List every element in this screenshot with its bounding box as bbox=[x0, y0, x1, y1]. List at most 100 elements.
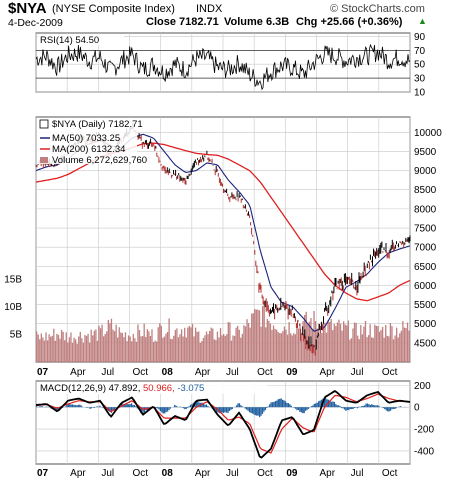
volume-bar bbox=[324, 322, 326, 362]
volume-bar bbox=[332, 330, 334, 362]
macd-histogram-bar bbox=[155, 407, 157, 409]
volume-bar bbox=[314, 321, 317, 362]
price-tick-label: 8500 bbox=[414, 185, 437, 196]
volume-bar bbox=[400, 330, 402, 362]
macd-histogram-bar bbox=[384, 407, 386, 410]
macd-histogram-bar bbox=[73, 405, 75, 408]
macd-histogram-bar bbox=[41, 406, 44, 408]
macd-histogram-bar bbox=[125, 403, 127, 408]
x-tick-label-price: Apr bbox=[70, 367, 86, 378]
volume-bar bbox=[357, 335, 359, 362]
macd-histogram-bar bbox=[191, 403, 193, 408]
volume-bar bbox=[176, 328, 178, 362]
volume-bar bbox=[279, 333, 281, 362]
volume-bar bbox=[403, 327, 406, 362]
macd-histogram-bar bbox=[89, 407, 91, 409]
volume-bar bbox=[187, 327, 189, 362]
macd-histogram-bar bbox=[64, 406, 67, 408]
macd-histogram-bar bbox=[188, 406, 190, 408]
volume-bar bbox=[109, 323, 111, 362]
x-tick-label-macd: Apr bbox=[70, 468, 86, 479]
volume-bar bbox=[402, 321, 404, 362]
volume-bar bbox=[235, 327, 237, 362]
macd-histogram-bar bbox=[237, 403, 239, 408]
volume-bar bbox=[230, 340, 233, 362]
x-tick-label-macd: 08 bbox=[162, 468, 174, 479]
rsi-label-bg bbox=[38, 34, 124, 45]
volume-bar bbox=[263, 302, 265, 362]
macd-histogram-bar bbox=[96, 406, 98, 408]
volume-bar bbox=[188, 325, 191, 362]
chart-header: $NYA (NYSE Composite Index) INDX © Stock… bbox=[0, 0, 460, 29]
volume-bar bbox=[162, 337, 164, 362]
volume-bar bbox=[219, 328, 222, 362]
macd-histogram-bar bbox=[69, 404, 71, 408]
macd-histogram-bar bbox=[156, 407, 159, 409]
volume-bar bbox=[339, 323, 342, 362]
volume-bar bbox=[333, 324, 335, 362]
macd-histogram-bar bbox=[176, 406, 179, 408]
volume-bar bbox=[129, 336, 131, 362]
volume-bar bbox=[330, 319, 332, 362]
volume-bar bbox=[60, 329, 63, 362]
macd-label-part: -3.075 bbox=[177, 383, 204, 394]
volume-bar bbox=[141, 336, 144, 362]
macd-histogram-bar bbox=[161, 407, 163, 413]
macd-histogram-bar bbox=[310, 406, 313, 408]
volume-bar bbox=[180, 329, 183, 362]
x-tick-label-macd: Apr bbox=[195, 468, 211, 479]
macd-histogram-bar bbox=[306, 407, 308, 410]
macd-histogram-bar bbox=[267, 406, 269, 408]
volume-bar bbox=[371, 337, 373, 362]
x-tick-label-macd: Jul bbox=[101, 468, 114, 479]
macd-histogram-bar bbox=[320, 399, 323, 408]
volume-bar bbox=[196, 331, 198, 362]
volume-bar bbox=[302, 321, 304, 362]
macd-histogram-bar bbox=[294, 407, 297, 409]
macd-histogram-bar bbox=[57, 407, 59, 411]
macd-histogram-bar bbox=[136, 407, 138, 409]
volume-bar bbox=[375, 325, 378, 362]
volume-bar bbox=[198, 331, 200, 362]
volume-bar bbox=[199, 342, 201, 362]
macd-histogram-bar bbox=[358, 406, 360, 408]
macd-histogram-bar bbox=[207, 405, 209, 408]
macd-histogram-bar bbox=[254, 407, 256, 416]
volume-bar bbox=[126, 341, 128, 362]
macd-histogram-bar bbox=[351, 407, 353, 410]
x-tick-label-macd: Oct bbox=[257, 468, 273, 479]
volume-bar bbox=[258, 310, 261, 362]
macd-tick-label: -400 bbox=[414, 446, 434, 457]
volume-bar bbox=[352, 328, 354, 362]
macd-histogram-bar bbox=[339, 406, 341, 408]
volume-bar bbox=[85, 335, 88, 362]
volume-bar bbox=[68, 337, 71, 362]
macd-histogram-bar bbox=[235, 405, 238, 408]
macd-histogram-bar bbox=[319, 400, 321, 408]
volume-bar bbox=[405, 328, 407, 362]
volume-bar bbox=[321, 333, 323, 362]
volume-bar bbox=[134, 338, 136, 362]
volume-bar bbox=[335, 326, 337, 362]
macd-histogram-bar bbox=[198, 402, 200, 408]
volume-bar bbox=[336, 322, 339, 362]
volume-bar bbox=[107, 319, 109, 362]
macd-histogram-bar bbox=[363, 405, 366, 408]
volume-bar bbox=[286, 334, 289, 362]
macd-histogram-bar bbox=[336, 405, 338, 408]
volume-bar bbox=[57, 334, 60, 362]
macd-histogram-bar bbox=[166, 407, 169, 412]
volume-bar bbox=[210, 327, 212, 362]
volume-bar bbox=[233, 336, 236, 362]
volume-bar bbox=[152, 342, 155, 362]
macd-histogram-bar bbox=[195, 401, 197, 408]
macd-histogram-bar bbox=[109, 407, 111, 412]
volume-label: Volume 6.3B bbox=[224, 16, 290, 28]
macd-histogram-bar bbox=[256, 407, 258, 416]
x-tick-label-macd: Jul bbox=[351, 468, 364, 479]
volume-bar bbox=[291, 335, 293, 362]
volume-bar bbox=[293, 333, 295, 362]
rsi-tick-label: 90 bbox=[414, 32, 426, 43]
macd-histogram-bar bbox=[266, 407, 268, 408]
volume-bar bbox=[154, 340, 156, 362]
